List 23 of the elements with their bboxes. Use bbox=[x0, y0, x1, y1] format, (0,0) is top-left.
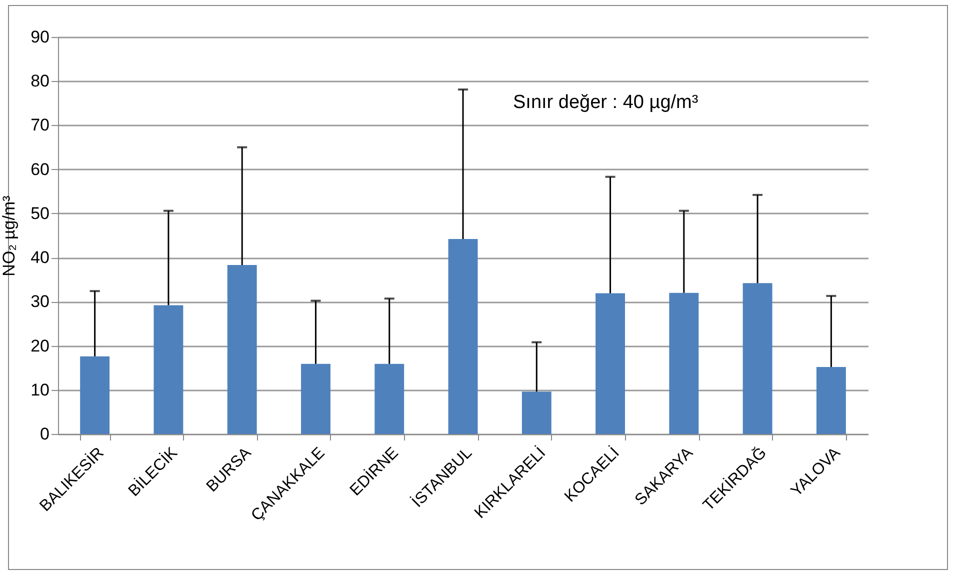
y-tick-label: 40 bbox=[30, 248, 50, 268]
y-axis-title: NO₂ µg/m³ bbox=[0, 195, 19, 276]
y-tick-label: 50 bbox=[30, 204, 50, 223]
y-tick-label: 90 bbox=[30, 28, 50, 46]
y-tick-label: 60 bbox=[30, 160, 50, 179]
annotation: Sınır değer : 40 µg/m³ bbox=[513, 92, 698, 113]
y-tick-label: 70 bbox=[30, 116, 50, 135]
bar bbox=[374, 364, 404, 434]
bar bbox=[301, 364, 330, 434]
bar bbox=[596, 293, 625, 434]
bar bbox=[227, 265, 257, 434]
y-tick-label: 0 bbox=[40, 424, 50, 444]
bar bbox=[154, 305, 184, 434]
bar bbox=[742, 283, 772, 434]
bar bbox=[448, 239, 478, 434]
y-tick-label: 20 bbox=[30, 336, 50, 356]
y-tick-label: 30 bbox=[30, 292, 50, 312]
bar bbox=[80, 356, 110, 434]
bar bbox=[669, 292, 699, 434]
bar bbox=[522, 392, 552, 434]
y-tick-label: 80 bbox=[30, 72, 50, 91]
y-tick-label: 10 bbox=[30, 380, 50, 400]
bar bbox=[816, 366, 846, 434]
